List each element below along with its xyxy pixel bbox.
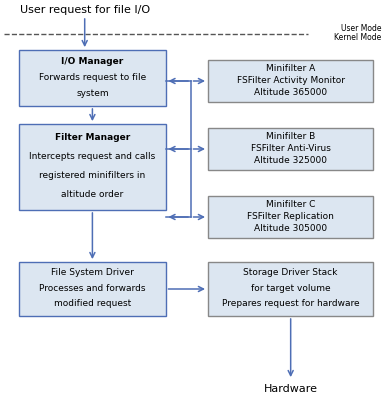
- Text: altitude order: altitude order: [61, 190, 124, 199]
- FancyBboxPatch shape: [208, 262, 373, 316]
- Text: Prepares request for hardware: Prepares request for hardware: [222, 299, 360, 308]
- Text: Forwards request to file: Forwards request to file: [39, 73, 146, 82]
- FancyBboxPatch shape: [208, 196, 373, 238]
- Text: Storage Driver Stack: Storage Driver Stack: [243, 268, 338, 277]
- Text: Minifilter B: Minifilter B: [266, 132, 315, 141]
- Text: I/O Manager: I/O Manager: [61, 57, 124, 66]
- Text: registered minifilters in: registered minifilters in: [39, 171, 146, 180]
- Text: Minifilter C: Minifilter C: [266, 200, 315, 209]
- Text: User request for file I/O: User request for file I/O: [20, 5, 150, 15]
- Text: Altitude 305000: Altitude 305000: [254, 224, 327, 233]
- Text: File System Driver: File System Driver: [51, 268, 134, 277]
- Text: system: system: [76, 89, 109, 98]
- Text: FSFilter Anti-Virus: FSFilter Anti-Virus: [251, 144, 331, 153]
- Text: Processes and forwards: Processes and forwards: [39, 284, 146, 293]
- Text: Minifilter A: Minifilter A: [266, 64, 315, 73]
- Text: FSFilter Replication: FSFilter Replication: [247, 212, 334, 221]
- FancyBboxPatch shape: [19, 50, 166, 106]
- FancyBboxPatch shape: [19, 124, 166, 210]
- Text: for target volume: for target volume: [251, 284, 330, 293]
- Text: modified request: modified request: [54, 299, 131, 308]
- Text: User Mode: User Mode: [341, 24, 381, 33]
- Text: Filter Manager: Filter Manager: [55, 133, 130, 142]
- Text: Kernel Mode: Kernel Mode: [334, 34, 381, 42]
- Text: FSFilter Activity Monitor: FSFilter Activity Monitor: [237, 76, 345, 85]
- Text: Hardware: Hardware: [264, 384, 318, 394]
- FancyBboxPatch shape: [19, 262, 166, 316]
- Text: Altitude 325000: Altitude 325000: [254, 156, 327, 165]
- Text: Intercepts request and calls: Intercepts request and calls: [29, 152, 156, 161]
- FancyBboxPatch shape: [208, 60, 373, 102]
- Text: Altitude 365000: Altitude 365000: [254, 88, 327, 97]
- FancyBboxPatch shape: [208, 128, 373, 170]
